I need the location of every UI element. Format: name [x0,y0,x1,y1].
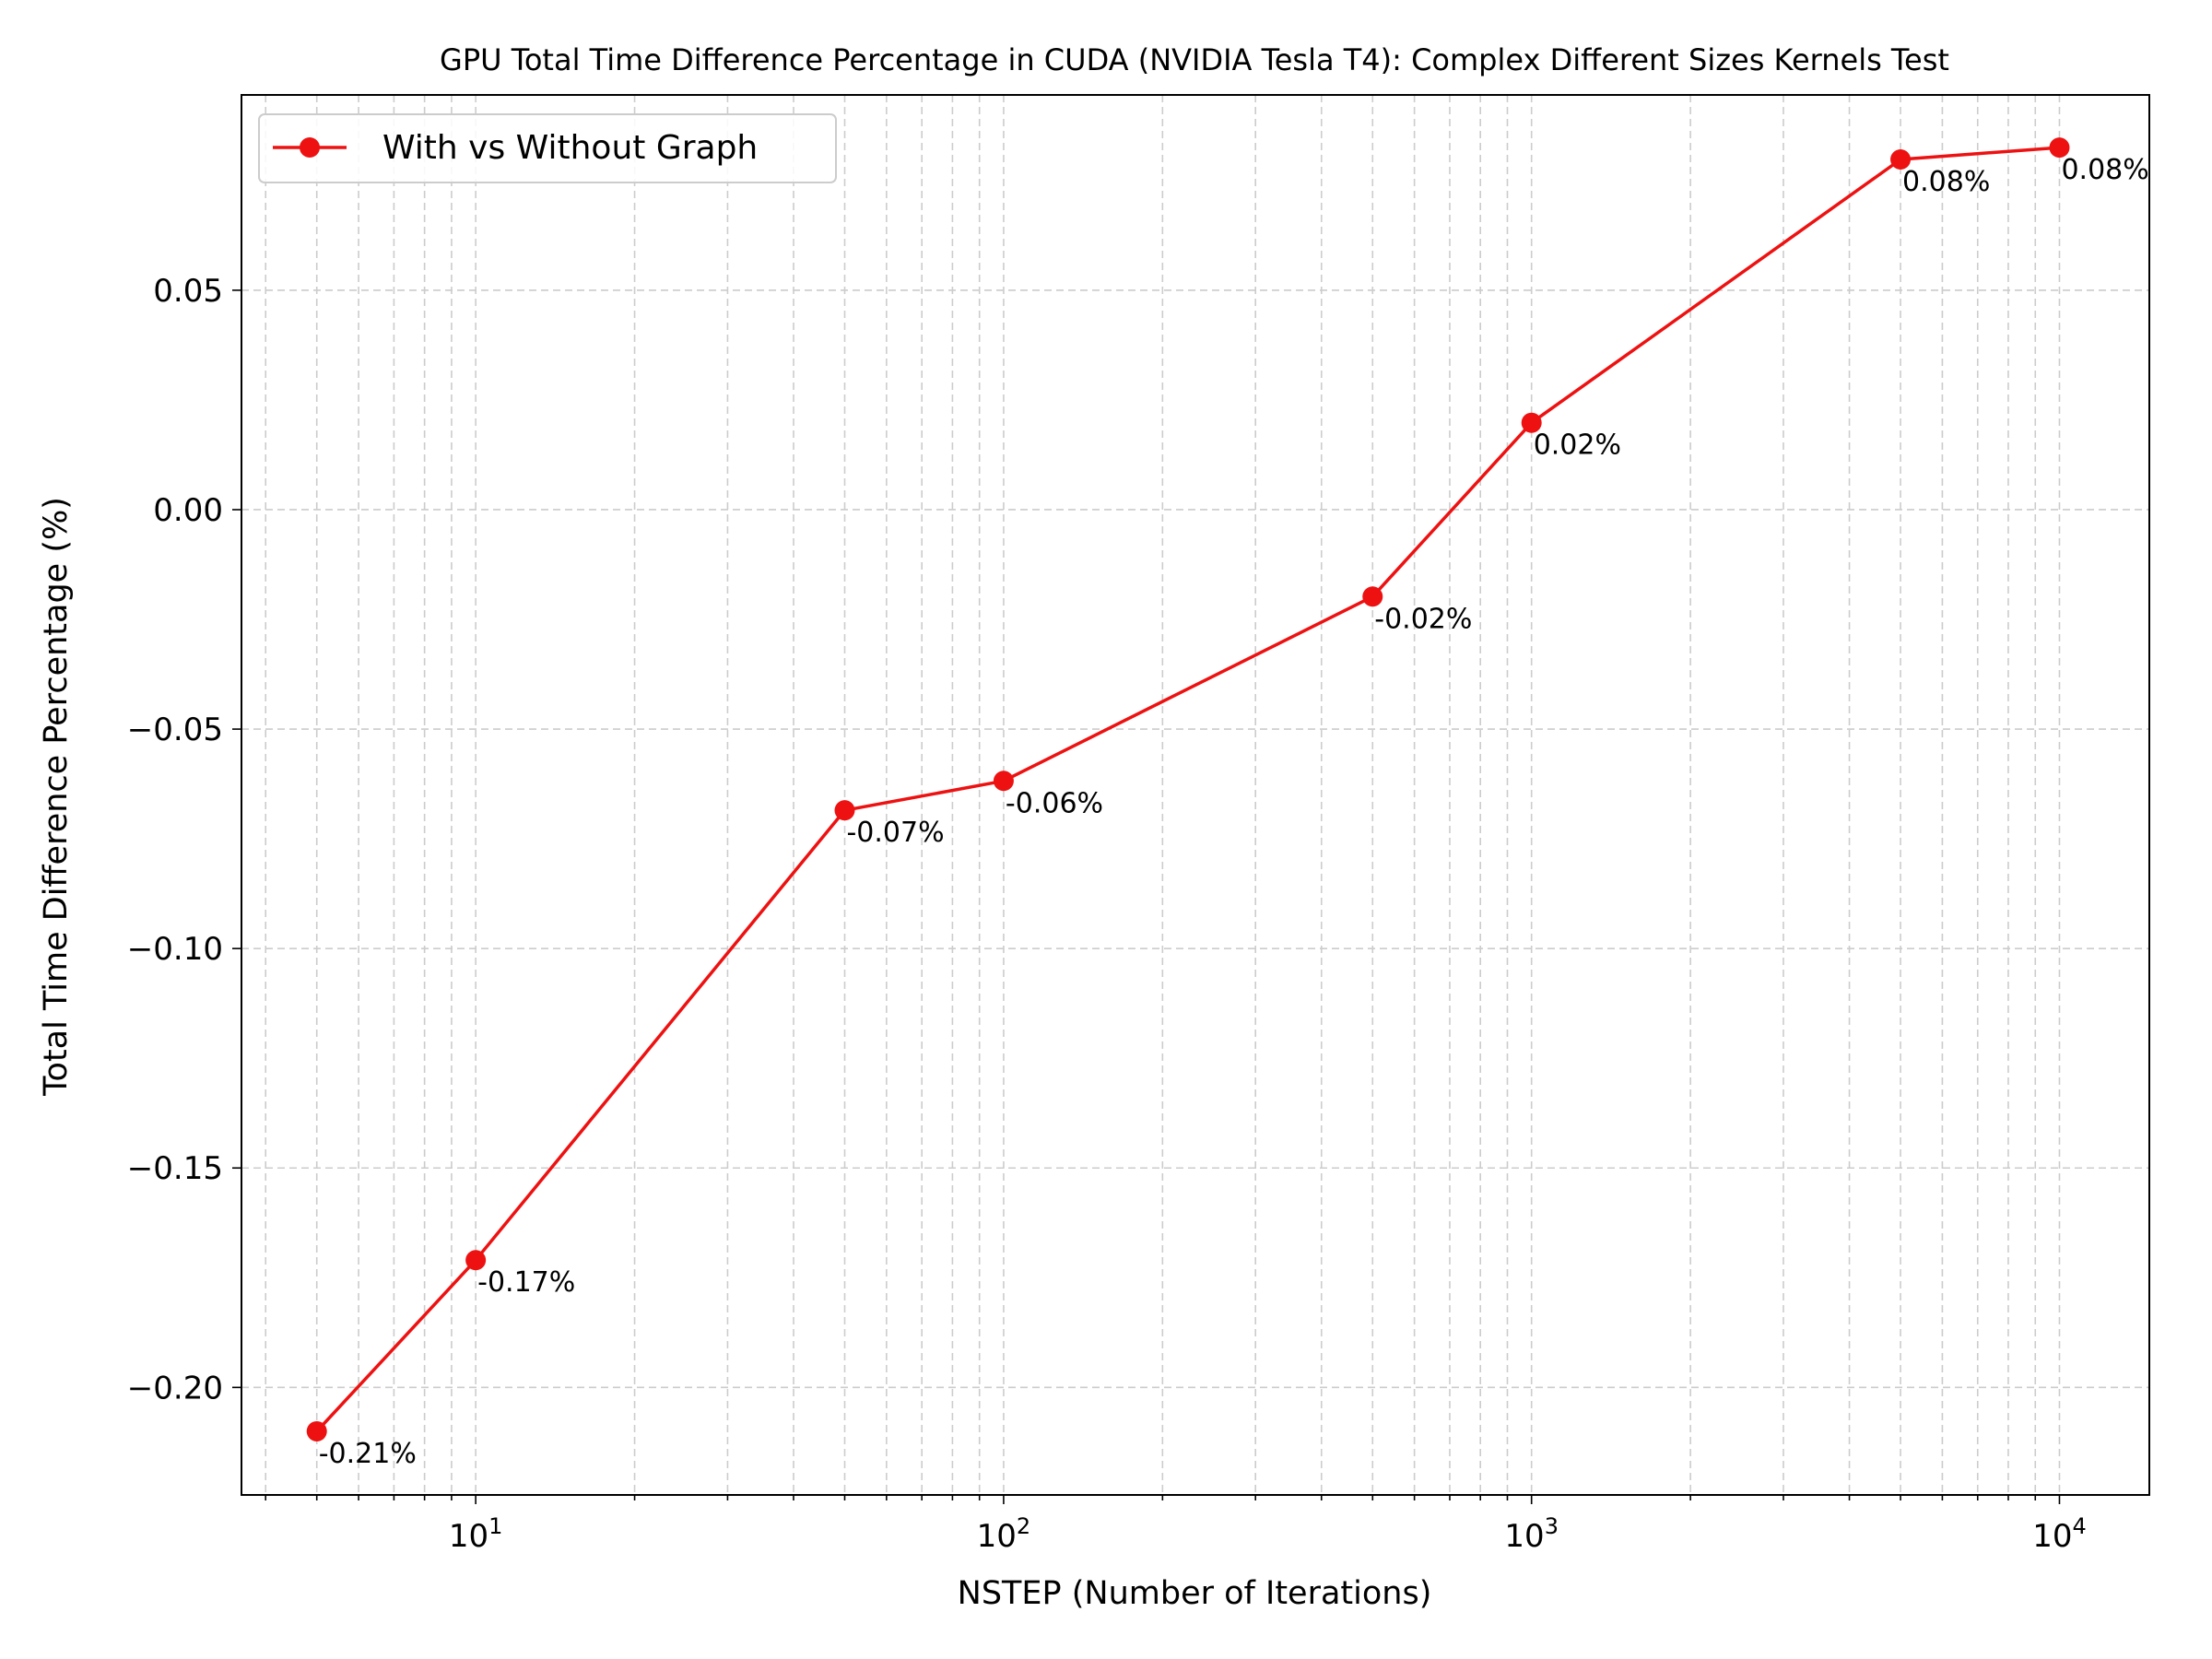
x-tick-label-exponent: 3 [1545,1513,1559,1539]
x-tick-label-exponent: 4 [2072,1513,2086,1539]
data-point-label: -0.21% [319,1438,417,1470]
series-layer: -0.21% -0.17% -0.07% -0.06% -0.02% 0.02% 0.08%… [306,137,2149,1470]
x-axis-ticks: 101 102 103 104 [265,1495,2087,1555]
x-tick-label: 103 [1504,1513,1559,1555]
y-tick-label: −0.20 [127,1370,223,1406]
x-tick-label: 104 [2032,1513,2087,1555]
x-axis-label: NSTEP (Number of Iterations) [958,1575,1432,1612]
y-axis-label: Total Time Difference Percentage (%) [38,497,75,1097]
y-tick-label: 0.00 [153,492,223,529]
y-tick-label: −0.05 [127,712,223,748]
x-tick-label: 102 [977,1513,1031,1555]
legend-box [258,113,837,183]
data-point-marker [1362,586,1383,607]
legend: With vs Without Graph [258,113,837,183]
chart-title: GPU Total Time Difference Percentage in … [440,42,1949,77]
data-point-label: -0.17% [477,1266,575,1299]
x-tick-label-exponent: 2 [1017,1513,1030,1539]
x-tick-label-base: 10 [1504,1518,1544,1555]
legend-entry-label: With vs Without Graph [382,129,758,167]
data-point-label: -0.02% [1374,603,1472,635]
y-axis-ticks: 0.05 0.00 −0.05 −0.10 −0.15 −0.20 [127,273,241,1406]
data-point-label: -0.07% [846,817,944,849]
series-line [315,146,2060,1433]
y-tick-label: −0.15 [127,1150,223,1187]
data-point-marker [306,1420,327,1441]
x-tick-label: 101 [449,1513,503,1555]
y-tick-label: 0.05 [153,273,223,310]
data-point-marker [834,800,855,821]
legend-marker-swatch [300,137,320,158]
data-point-marker [2049,137,2070,159]
data-point-label: 0.08% [1902,166,1990,198]
data-point-marker [993,771,1014,792]
plot-frame [241,94,2150,1496]
data-point-label: -0.06% [1006,787,1103,819]
x-tick-label-base: 10 [2032,1518,2072,1555]
x-tick-label-base: 10 [449,1518,488,1555]
data-point-marker [465,1250,487,1271]
data-point-marker [1521,412,1542,433]
data-point-label: 0.08% [2061,154,2148,186]
x-tick-label-exponent: 1 [488,1513,502,1539]
data-point-marker [1890,148,1912,170]
data-point-label: 0.02% [1534,429,1621,462]
x-tick-label-base: 10 [977,1518,1017,1555]
y-tick-label: −0.10 [127,931,223,968]
